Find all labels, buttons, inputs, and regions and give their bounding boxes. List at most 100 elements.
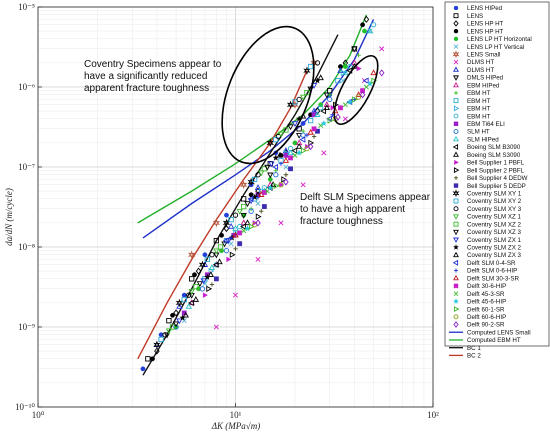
marker-layer bbox=[140, 15, 385, 372]
data-point-ebm-ht bbox=[327, 92, 332, 97]
data-point-coventry-slm-xy-2 bbox=[273, 136, 279, 143]
data-point-lens-hp-ht bbox=[154, 347, 160, 355]
data-point-dlms-ht bbox=[278, 220, 284, 226]
legend-label: Computed EBM HT bbox=[467, 337, 521, 344]
data-point-ebm-ht bbox=[356, 52, 361, 58]
data-point-slm-ht bbox=[199, 286, 206, 292]
data-point-boeing-slm-s3090 bbox=[192, 296, 200, 302]
legend-swatch bbox=[452, 189, 460, 198]
legend-swatch bbox=[453, 151, 459, 157]
data-point-coventry-slm-xy-1 bbox=[198, 260, 207, 270]
data-point-slm-ht bbox=[173, 324, 179, 330]
data-point-coventry-slm-xz-2 bbox=[283, 127, 289, 133]
data-point-dlms-ht bbox=[255, 256, 261, 262]
axis-ticks: 10⁰ 10¹ 10² 10⁻¹⁰ 10⁻⁹ 10⁻⁸ 10⁻⁷ 10⁻⁶ 10⁻⁵ bbox=[15, 2, 439, 420]
data-point-bell-supplier-5-dedp bbox=[261, 204, 267, 209]
legend-label: Bell Supplier 1 PBFL bbox=[467, 160, 525, 167]
data-point-dmls-hiped bbox=[267, 172, 274, 179]
data-point-slm-hiped bbox=[185, 303, 192, 309]
data-point-coventry-slm-xy-1 bbox=[303, 66, 311, 75]
data-point-coventry-slm-xz-2 bbox=[241, 203, 247, 210]
data-point-coventry-slm-zx-1 bbox=[200, 278, 207, 285]
legend-label: LENS LP HT Vertical bbox=[467, 44, 524, 51]
data-point-ebm-ti64-eli bbox=[283, 152, 289, 158]
x-tick-label: 10¹ bbox=[230, 410, 242, 420]
legend-label: DLMS HT bbox=[467, 67, 494, 74]
data-point-coventry-slm-zx-3 bbox=[182, 311, 189, 318]
data-point-coventry-slm-xz-2 bbox=[217, 244, 224, 250]
data-point-slm-ht bbox=[327, 96, 333, 103]
y-tick-label: 10⁻⁶ bbox=[18, 82, 35, 92]
legend-label: Delft 45-6-HIP bbox=[467, 299, 506, 306]
legend-label: LENS LP HT Horizontal bbox=[467, 36, 532, 43]
data-point-delft-30-6-hip bbox=[288, 155, 293, 161]
legend-swatch bbox=[453, 75, 459, 81]
data-point-delft-90-2-sr bbox=[335, 113, 341, 121]
data-point-boeing-slm-b3090 bbox=[291, 147, 298, 154]
data-point-delft-90-2-sr bbox=[307, 142, 314, 151]
legend-label: LENS HP HT bbox=[467, 28, 504, 35]
data-point-bell-supplier-1-pbfl bbox=[356, 65, 362, 72]
legend-label: Delft 60-1-SR bbox=[467, 306, 505, 313]
data-point-delft-slm-0-6-hip bbox=[304, 132, 310, 138]
axis-labels: ΔK (MPa√m) da/dN (m/cycle) bbox=[4, 188, 260, 431]
data-point-lens-hiped bbox=[300, 121, 306, 126]
legend-label: EBM HIPed bbox=[467, 82, 500, 89]
legend-swatch bbox=[453, 98, 459, 104]
legend-swatch bbox=[453, 59, 459, 65]
data-point-bell-supplier-5-dedp bbox=[288, 166, 293, 172]
data-point-coventry-slm-zx-1 bbox=[268, 161, 275, 168]
y-tick-label: 10⁻⁸ bbox=[18, 242, 35, 252]
legend-swatch bbox=[453, 229, 459, 236]
legend-label: Boeing SLM S3090 bbox=[467, 152, 521, 159]
y-tick-label: 10⁻⁵ bbox=[18, 2, 35, 12]
legend-label: Bell Supplier 2 PBFL bbox=[467, 167, 525, 174]
legend-swatch bbox=[453, 13, 459, 19]
data-point-delft-60-1-sr bbox=[352, 96, 358, 103]
data-point-delft-90-2-sr bbox=[378, 69, 385, 77]
legend-label: Delft 90-2-SR bbox=[467, 322, 505, 329]
legend-label: SLM HT bbox=[467, 129, 490, 136]
legend-label: DMLS HIPed bbox=[467, 75, 504, 82]
legend-swatch bbox=[453, 214, 459, 220]
data-point-coventry-slm-xz-2 bbox=[169, 324, 176, 330]
data-point-ebm-ht bbox=[370, 22, 377, 28]
legend-swatch bbox=[453, 251, 459, 258]
data-point-coventry-slm-xz-3 bbox=[244, 201, 251, 208]
annotation-line: to have a high apparent bbox=[300, 204, 405, 215]
data-point-delft-45-3-sr bbox=[342, 102, 348, 108]
data-point-delft-slm-30-3-sr bbox=[307, 128, 314, 135]
x-tick-label: 10² bbox=[427, 410, 439, 420]
legend-swatch bbox=[453, 81, 459, 88]
data-point-coventry-slm-zx-3 bbox=[317, 74, 324, 81]
legend-swatch bbox=[453, 44, 459, 49]
data-point-ebm-ht bbox=[307, 117, 314, 124]
data-point-boeing-slm-s3090 bbox=[216, 258, 223, 265]
legend-label: Coventry SLM ZX 1 bbox=[467, 237, 522, 244]
legend-swatch bbox=[453, 36, 459, 42]
data-point-delft-30-6-hip bbox=[237, 230, 243, 236]
legend-swatch bbox=[453, 221, 459, 227]
data-point-boeing-slm-s3090 bbox=[323, 104, 331, 110]
data-point-delft-45-6-hip bbox=[346, 98, 354, 105]
data-point-bell-supplier-4-dedw bbox=[233, 246, 238, 251]
data-point-delft-90-2-sr bbox=[255, 219, 261, 227]
data-point-coventry-slm-xy-3 bbox=[186, 292, 192, 298]
data-point-coventry-slm-xy-1 bbox=[247, 177, 255, 187]
data-point-lens-lp-ht-vertical bbox=[283, 164, 289, 170]
data-point-delft-45-3-sr bbox=[363, 84, 369, 90]
legend-label: EBM HT bbox=[467, 106, 491, 113]
data-point-lens-lp-ht-horizontal bbox=[342, 64, 348, 69]
data-point-lens-hp-ht bbox=[192, 272, 197, 278]
legend-swatch bbox=[453, 28, 459, 34]
data-point-slm-hiped bbox=[232, 224, 239, 231]
legend-swatch bbox=[453, 66, 459, 72]
data-point-delft-60-1-sr bbox=[300, 147, 307, 154]
data-point-lens-small bbox=[212, 218, 221, 228]
data-point-coventry-slm-xy-3 bbox=[162, 332, 168, 338]
data-point-ebm-hiped bbox=[323, 101, 331, 107]
data-point-bell-supplier-4-dedw bbox=[311, 134, 317, 139]
annotation-line: apparent fracture toughness bbox=[84, 83, 209, 94]
data-point-lens bbox=[145, 356, 151, 362]
legend-swatch bbox=[454, 159, 459, 165]
